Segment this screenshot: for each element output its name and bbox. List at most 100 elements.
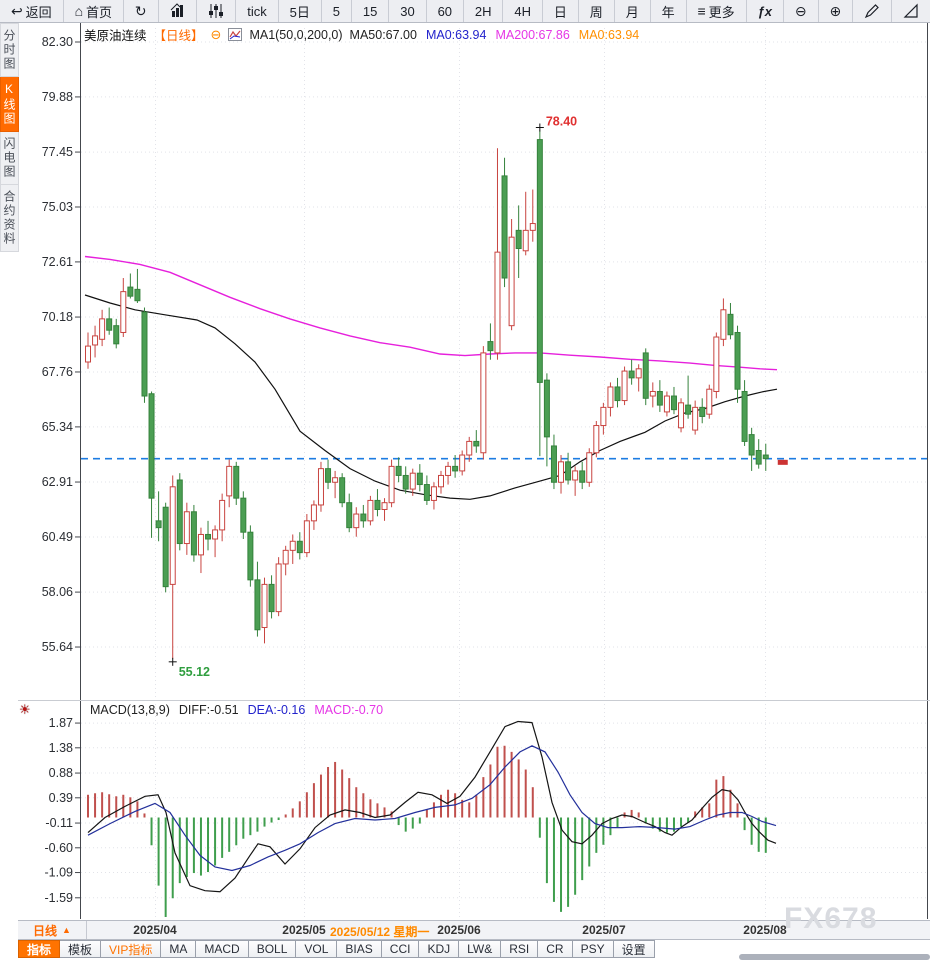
period-30-button[interactable]: 30 [389, 0, 427, 22]
period-year-label: 年 [661, 4, 675, 20]
tick-button[interactable]: tick [236, 0, 279, 22]
home-label: 首页 [86, 4, 113, 20]
bar-chart-icon[interactable] [159, 0, 198, 22]
svg-text:60.49: 60.49 [42, 530, 73, 544]
home-icon: ⌂ [74, 3, 84, 19]
svg-text:-0.11: -0.11 [45, 816, 73, 830]
back-button[interactable]: ↩ 返回 [0, 0, 64, 22]
svg-text:67.76: 67.76 [42, 365, 73, 379]
indicator-value: MA0:63.94 [425, 27, 487, 42]
macd-values: DIFF:-0.51 DEA:-0.16 MACD:-0.70 [179, 703, 383, 717]
indicator-settings-icon[interactable]: ☀ [19, 702, 31, 717]
tick-label: tick [247, 3, 267, 19]
chart-type-sidebar: 分时图 K线图 闪电图 合约资料 [0, 23, 19, 252]
period-2h-button[interactable]: 2H [464, 0, 504, 22]
sidebar-item-2[interactable]: 闪电图 [0, 132, 19, 185]
svg-text:77.45: 77.45 [42, 145, 73, 159]
svg-text:1.87: 1.87 [49, 716, 73, 730]
date-axis-label: 2025/04 [133, 923, 177, 937]
period-week-label: 周 [589, 4, 603, 20]
tab-MACD[interactable]: MACD [196, 940, 249, 958]
sidebar-item-1[interactable]: K线图 [0, 77, 19, 132]
ma-formula: MA1(50,0,200,0) [249, 27, 343, 42]
tab-VIP指标[interactable]: VIP指标 [101, 940, 162, 958]
indicator-value: MA200:67.86 [495, 27, 570, 42]
svg-text:75.03: 75.03 [42, 200, 73, 214]
period-tag: 【日线】 [153, 29, 204, 43]
period-5d-button[interactable]: 5日 [279, 0, 322, 22]
svg-text:82.30: 82.30 [42, 35, 73, 49]
zoom-in-icon[interactable]: ⊕ [819, 0, 854, 22]
more-label: 更多 [708, 4, 735, 20]
svg-text:72.61: 72.61 [42, 255, 73, 269]
tab-CCI[interactable]: CCI [381, 940, 420, 958]
indicator-value: MACD:-0.70 [314, 703, 384, 717]
tab-指标[interactable]: 指标 [18, 940, 61, 958]
more-button[interactable]: ≡ 更多 [687, 0, 747, 22]
indicator-value: MA50:67.00 [349, 27, 417, 42]
sidebar-item-3[interactable]: 合约资料 [0, 185, 19, 252]
tab-BIAS[interactable]: BIAS [337, 940, 382, 958]
back-label: 返回 [25, 4, 52, 20]
horizontal-scrollbar-thumb[interactable] [739, 954, 930, 960]
date-axis-label: 2025/05 [282, 923, 326, 937]
tab-RSI[interactable]: RSI [501, 940, 539, 958]
period-day-button[interactable]: 日 [543, 0, 579, 22]
tab-VOL[interactable]: VOL [296, 940, 338, 958]
fx-label: ƒx [757, 3, 772, 19]
collapse-indicator-icon[interactable]: ⊖ [210, 26, 222, 42]
tab-PSY[interactable]: PSY [572, 940, 614, 958]
home-button[interactable]: ⌂ 首页 [64, 0, 124, 22]
ma-indicator-icon[interactable] [228, 28, 243, 41]
indicator-value: MA0:63.94 [578, 27, 640, 42]
svg-text:0.88: 0.88 [49, 766, 73, 780]
svg-text:65.34: 65.34 [42, 420, 73, 434]
tab-LW&[interactable]: LW& [459, 940, 502, 958]
period-60-button[interactable]: 60 [427, 0, 464, 22]
period-month-label: 月 [625, 4, 639, 20]
svg-text:-1.59: -1.59 [45, 891, 74, 905]
period-5-label: 5 [332, 3, 340, 19]
date-axis-bar: 日线 ▲ 2025/04 2025/05 2025/06 2025/07 2025/08… [18, 920, 930, 940]
refresh-icon: ↻ [134, 3, 147, 19]
draw-icon [864, 3, 880, 19]
price-pane-header: 美原油连续 【日线】 ⊖ MA1(50,0,200,0) MA50:67.00 M… [84, 25, 639, 44]
svg-text:1.38: 1.38 [49, 741, 73, 755]
period-4h-button[interactable]: 4H [503, 0, 543, 22]
tab-模板[interactable]: 模板 [60, 940, 102, 958]
indicator-value: DEA:-0.16 [247, 703, 306, 717]
tab-设置[interactable]: 设置 [613, 940, 655, 958]
svg-text:-0.60: -0.60 [45, 841, 74, 855]
crosshair-date-label: 2025/05/12 星期一 [330, 925, 430, 939]
measure-icon[interactable] [892, 0, 930, 22]
period-15-button[interactable]: 15 [352, 0, 390, 22]
svg-text:78.40: 78.40 [546, 115, 577, 129]
period-5-button[interactable]: 5 [322, 0, 352, 22]
period-15-label: 15 [362, 3, 378, 19]
period-5d-label: 5日 [289, 4, 310, 20]
tab-MA[interactable]: MA [161, 940, 197, 958]
period-week-button[interactable]: 周 [579, 0, 615, 22]
tab-CR[interactable]: CR [538, 940, 573, 958]
more-icon: ≡ [697, 3, 706, 19]
fx-button[interactable]: ƒx [747, 0, 784, 22]
period-30-label: 30 [400, 3, 415, 19]
period-year-button[interactable]: 年 [651, 0, 687, 22]
tab-KDJ[interactable]: KDJ [419, 940, 460, 958]
draw-icon[interactable] [853, 0, 893, 22]
symbol-name: 美原油连续 [84, 29, 147, 43]
kline-settings-icon[interactable] [197, 0, 237, 22]
period-month-button[interactable]: 月 [615, 0, 651, 22]
svg-text:58.06: 58.06 [42, 585, 73, 599]
date-axis-label: 2025/08 [743, 923, 787, 937]
period-selector[interactable]: 日线 ▲ [18, 921, 87, 939]
zoom-out-icon[interactable]: ⊖ [784, 0, 819, 22]
sidebar-item-0[interactable]: 分时图 [0, 23, 19, 77]
svg-text:-1.09: -1.09 [45, 866, 74, 880]
refresh-icon[interactable]: ↻ [124, 0, 159, 22]
measure-icon [903, 3, 919, 19]
ma-values: MA50:67.00 MA0:63.94 MA200:67.86 MA0:63.94 [350, 28, 640, 42]
tab-BOLL[interactable]: BOLL [248, 940, 297, 958]
svg-text:55.64: 55.64 [42, 640, 73, 654]
